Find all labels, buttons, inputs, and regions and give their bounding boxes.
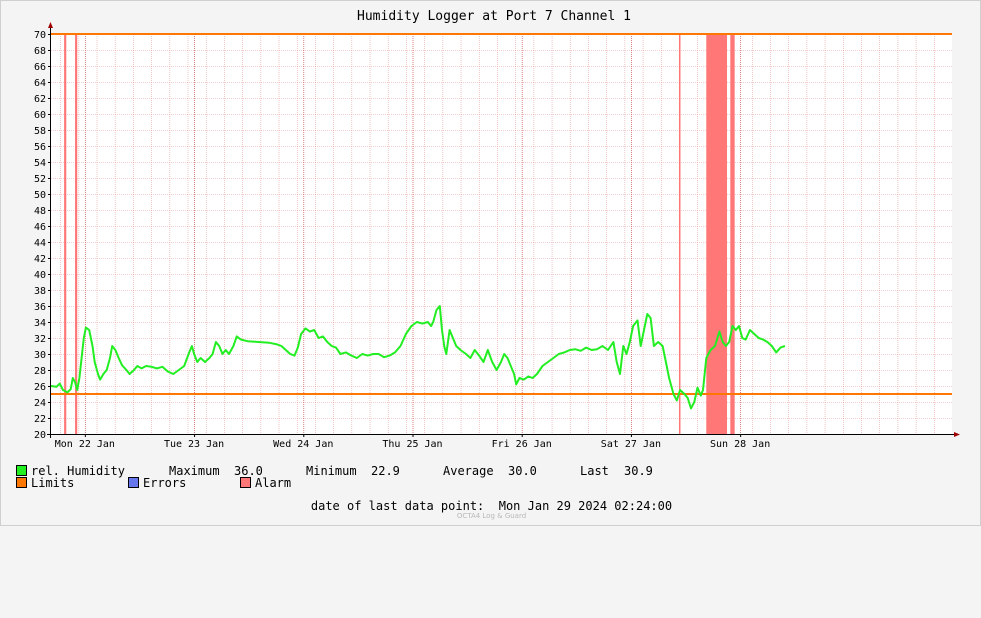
y-tick-label: 30 xyxy=(34,350,46,361)
x-tick-label: Thu 25 Jan xyxy=(382,439,442,450)
stat-min-value: 22.9 xyxy=(371,464,400,478)
errors-swatch xyxy=(128,477,139,488)
y-tick-label: 36 xyxy=(34,302,46,313)
chart-title: Humidity Logger at Port 7 Channel 1 xyxy=(357,9,631,24)
alarm-bands xyxy=(64,34,735,434)
alarm-band xyxy=(75,34,78,434)
y-tick-label: 44 xyxy=(34,238,46,249)
humidity-series-line xyxy=(50,305,786,410)
x-tick-label: Fri 26 Jan xyxy=(492,439,552,450)
alarm-band xyxy=(678,34,681,434)
alarm-swatch xyxy=(240,477,251,488)
y-tick-label: 50 xyxy=(34,190,46,201)
watermark: OCTA4 Log & Guard xyxy=(456,512,527,520)
legend-alarm: Alarm xyxy=(240,476,291,490)
y-tick-labels: 20 22 24 26 28 30 32 34 36 38 40 42 44 46 48 50 52 54 56 58… xyxy=(34,30,51,441)
x-tick-label: Mon 22 Jan xyxy=(55,439,115,450)
y-tick-label: 46 xyxy=(34,222,46,233)
humidity-chart: Humidity Logger at Port 7 Channel 1 20 22… xyxy=(34,9,960,450)
y-tick-label: 58 xyxy=(34,126,46,137)
stat-max-label: Maximum xyxy=(169,464,220,478)
y-tick-label: 60 xyxy=(34,110,46,121)
humidity-swatch xyxy=(16,465,27,476)
y-tick-label: 62 xyxy=(34,94,46,105)
y-tick-label: 28 xyxy=(34,366,46,377)
y-tick-label: 26 xyxy=(34,382,46,393)
legend-errors: Errors xyxy=(128,476,186,490)
y-tick-label: 56 xyxy=(34,142,46,153)
legend-limits: Limits xyxy=(16,476,74,490)
axes xyxy=(47,22,960,438)
legend-row-1: rel. Humidity Maximum 36.0 Minimum 22.9 … xyxy=(16,464,653,478)
y-tick-label: 40 xyxy=(34,270,46,281)
limits-swatch xyxy=(16,477,27,488)
legend-errors-label: Errors xyxy=(143,476,187,490)
y-tick-label: 34 xyxy=(34,318,46,329)
y-tick-label: 22 xyxy=(34,414,46,425)
stat-last-value: 30.9 xyxy=(624,464,653,478)
alarm-band xyxy=(730,34,735,434)
y-tick-label: 70 xyxy=(34,30,46,41)
last-data-point: date of last data point: Mon Jan 29 2024… xyxy=(310,499,673,513)
x-tick-label: Tue 23 Jan xyxy=(164,439,224,450)
y-tick-label: 54 xyxy=(34,158,46,169)
y-tick-label: 32 xyxy=(34,334,46,345)
stat-avg-label: Average xyxy=(443,464,494,478)
stat-last-label: Last xyxy=(580,464,609,478)
x-tick-label: Wed 24 Jan xyxy=(273,439,333,450)
alarm-band xyxy=(706,34,728,434)
x-tick-label: Sun 28 Jan xyxy=(710,439,770,450)
series-layer xyxy=(50,305,786,410)
alarm-band xyxy=(64,34,67,434)
stat-min-label: Minimum xyxy=(306,464,357,478)
y-tick-label: 20 xyxy=(34,430,46,441)
legend-humidity-label: rel. Humidity xyxy=(31,464,125,478)
legend-limits-label: Limits xyxy=(31,476,75,490)
stat-max-value: 36.0 xyxy=(234,464,263,478)
y-tick-label: 66 xyxy=(34,62,46,73)
y-tick-label: 24 xyxy=(34,398,46,409)
x-tick-labels: Mon 22 Jan Tue 23 Jan Wed 24 Jan Thu 25 Jan… xyxy=(55,434,770,450)
limit-lines xyxy=(51,33,952,395)
x-axis-arrow xyxy=(954,432,960,437)
y-tick-label: 48 xyxy=(34,206,46,217)
y-tick-label: 42 xyxy=(34,254,46,265)
y-tick-label: 68 xyxy=(34,46,46,57)
y-tick-label: 64 xyxy=(34,78,46,89)
x-tick-label: Sat 27 Jan xyxy=(601,439,661,450)
chart-frame: Humidity Logger at Port 7 Channel 1 20 22… xyxy=(0,0,981,526)
legend-humidity: rel. Humidity xyxy=(16,464,125,478)
legend-row-2: Limits Errors Alarm xyxy=(16,476,291,490)
grid xyxy=(51,34,952,435)
y-tick-label: 38 xyxy=(34,286,46,297)
plot-background xyxy=(51,34,952,434)
y-tick-label: 52 xyxy=(34,174,46,185)
y-axis-arrow xyxy=(48,22,53,28)
stat-avg-value: 30.0 xyxy=(508,464,537,478)
legend-alarm-label: Alarm xyxy=(255,476,292,490)
